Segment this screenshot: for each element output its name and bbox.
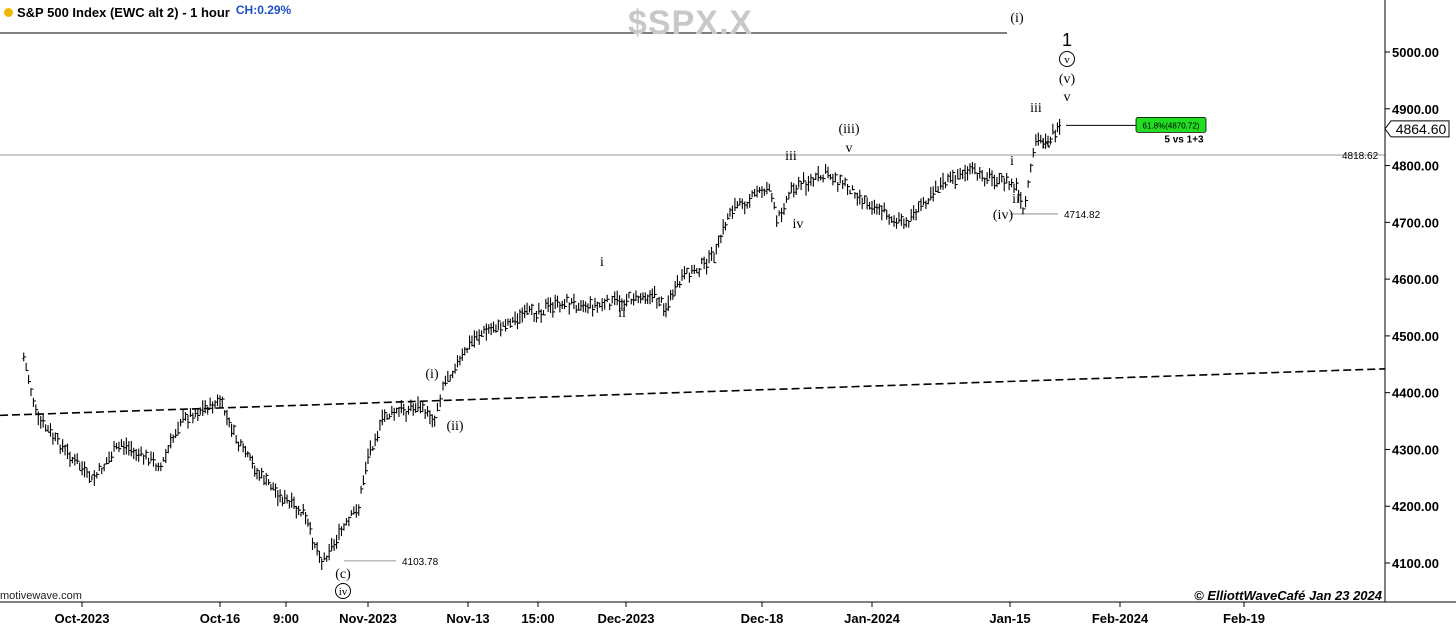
y-tick-label: 4600.00 [1392,272,1439,287]
y-tick-label: 4800.00 [1392,159,1439,174]
x-tick-label: Oct-2023 [55,611,110,626]
wave-label: ii [618,306,626,321]
wave-label: v [1064,90,1071,105]
fib-target-box [1135,117,1207,133]
source-credit: motivewave.com [0,590,82,602]
y-tick-label: 4100.00 [1392,556,1439,571]
x-tick-label: 15:00 [521,611,554,626]
horizontal-levels: 4818.62 4714.82 4103.78 61.8%(4870.72) 5 vs … [0,32,1386,568]
x-tick-label: 9:00 [273,611,299,626]
x-tick-label: Dec-18 [741,611,784,626]
level-label-4103: 4103.78 [402,557,439,568]
symbol-watermark: $SPX.X [628,4,754,42]
y-tick-label: 4700.00 [1392,215,1439,230]
change-percent: CH:0.29% [235,3,292,17]
dashed-trendline [0,368,1386,417]
y-tick-label: 4900.00 [1392,102,1439,117]
copyright-note: © ElliottWaveCafé Jan 23 2024 [1194,588,1382,603]
wave-label-circle [1059,51,1075,67]
wave-label-circle [335,583,351,599]
fib-target-note: 5 vs 1+3 [1164,134,1204,145]
wave-label: iii [1030,101,1042,116]
x-tick-label: Nov-2023 [339,611,397,626]
x-tick-label: Oct-16 [200,611,240,626]
wave-label: (i) [1010,11,1024,26]
status-dot-icon [4,8,13,17]
y-tick-label: 5000.00 [1392,45,1439,60]
wave-label: 1 [1062,30,1072,50]
y-tick-label: 4200.00 [1392,499,1439,514]
wave-label: i [1010,154,1014,169]
x-tick-label: Dec-2023 [597,611,654,626]
wave-label: ii [1012,192,1020,207]
chart-title: S&P 500 Index (EWC alt 2) - 1 hour [17,5,230,20]
y-tick-label: 4300.00 [1392,442,1439,457]
wave-label: (iii) [839,122,860,137]
wave-label: iv [1042,137,1053,152]
fib-target-label: 61.8%(4870.72) [1143,121,1200,130]
level-label-4714: 4714.82 [1064,210,1101,221]
wave-label: (iv) [993,208,1014,223]
wave-label: (i) [425,367,439,382]
wave-label: i [600,255,604,270]
wave-label: iv [339,586,348,598]
x-tick-label: Jan-2024 [844,611,900,626]
y-tick-label: 4500.00 [1392,329,1439,344]
y-tick-label: 4400.00 [1392,386,1439,401]
chart-title-block: S&P 500 Index (EWC alt 2) - 1 hour CH:0.2… [4,3,291,20]
last-price-marker [1384,120,1450,138]
x-tick-label: Feb-19 [1223,611,1265,626]
wave-label: iv [793,217,804,232]
wave-label: iii [785,149,797,164]
wave-label: v [1064,54,1070,66]
level-label-4818: 4818.62 [1342,151,1379,162]
x-tick-label: Jan-15 [989,611,1030,626]
last-price-label: 4864.60 [1396,121,1447,137]
wave-label: (v) [1059,72,1076,87]
wave-label: (ii) [446,419,463,434]
x-tick-label: Nov-13 [446,611,489,626]
x-tick-label: Feb-2024 [1092,611,1149,626]
wave-labels: (c)iv(i)(ii)iiiiiiiv(iii)v(iv)iiiiiiivv(… [335,11,1075,599]
wave-label: v [846,141,853,156]
price-bars [22,118,1062,570]
wave-label: (c) [335,567,351,582]
